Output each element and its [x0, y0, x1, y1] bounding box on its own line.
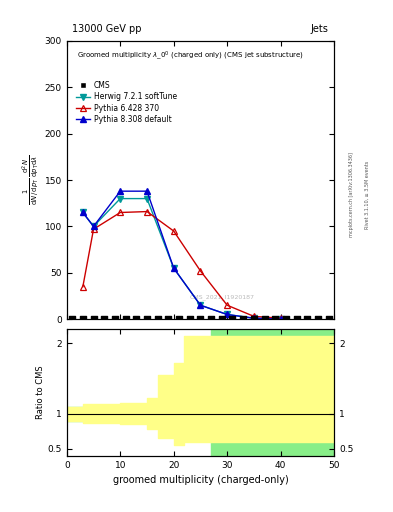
Point	[165, 315, 171, 323]
Point	[187, 315, 193, 323]
Point	[144, 315, 150, 323]
Point	[272, 315, 278, 323]
Point	[123, 315, 129, 323]
Y-axis label: Ratio to CMS: Ratio to CMS	[36, 366, 45, 419]
Point	[133, 315, 140, 323]
Y-axis label: $\frac{1}{\mathrm{d}N\,/\,\mathrm{d}p_\mathrm{T}}\,\frac{\mathrm{d}^2N}{\mathrm{: $\frac{1}{\mathrm{d}N\,/\,\mathrm{d}p_\m…	[20, 155, 40, 205]
Point	[154, 315, 161, 323]
Point	[208, 315, 214, 323]
Text: Jets: Jets	[311, 24, 329, 34]
Point	[101, 315, 107, 323]
Point	[176, 315, 182, 323]
Legend: CMS, Herwig 7.2.1 softTune, Pythia 6.428 370, Pythia 8.308 default: CMS, Herwig 7.2.1 softTune, Pythia 6.428…	[76, 81, 177, 124]
Text: mcplots.cern.ch [arXiv:1306.3436]: mcplots.cern.ch [arXiv:1306.3436]	[349, 152, 354, 237]
Point	[197, 315, 204, 323]
Point	[69, 315, 75, 323]
Point	[240, 315, 246, 323]
Point	[283, 315, 289, 323]
Text: Rivet 3.1.10, ≥ 3.5M events: Rivet 3.1.10, ≥ 3.5M events	[365, 160, 370, 229]
Point	[230, 315, 236, 323]
X-axis label: groomed multiplicity (charged-only): groomed multiplicity (charged-only)	[112, 475, 288, 485]
Point	[90, 315, 97, 323]
Point	[315, 315, 321, 323]
Text: CMS_2021_I1920187: CMS_2021_I1920187	[189, 294, 254, 300]
Point	[261, 315, 268, 323]
Point	[325, 315, 332, 323]
Text: 13000 GeV pp: 13000 GeV pp	[72, 24, 141, 34]
Point	[80, 315, 86, 323]
Point	[294, 315, 300, 323]
Point	[219, 315, 225, 323]
Point	[112, 315, 118, 323]
Point	[251, 315, 257, 323]
Text: Groomed multiplicity $\lambda\_0^0$ (charged only) (CMS jet substructure): Groomed multiplicity $\lambda\_0^0$ (cha…	[77, 49, 305, 62]
Point	[304, 315, 310, 323]
